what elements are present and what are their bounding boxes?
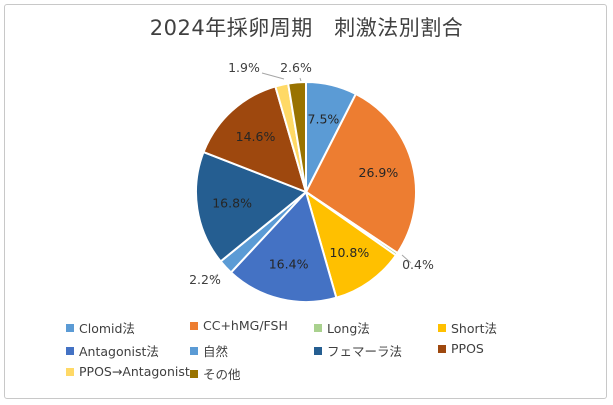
legend-item-natural: 自然 [190, 341, 228, 360]
chart-title: 2024年採卵周期 刺激法別割合 [149, 16, 464, 40]
data-label-ppos-antagonist: 1.9% [228, 60, 260, 75]
data-label-short: 10.8% [330, 245, 370, 260]
legend-swatch [66, 323, 74, 332]
legend-item-long: Long法 [314, 318, 370, 337]
legend-label: その他 [203, 367, 241, 382]
legend-label: Long法 [327, 321, 370, 336]
legend-swatch [66, 346, 74, 355]
legend-label: CC+hMG/FSH [203, 318, 288, 333]
pie-slice-antagonist [229, 190, 338, 303]
leader-line-ppos-antagonist [261, 72, 285, 80]
data-label-natural: 2.2% [189, 272, 221, 287]
legend-item-ppos-antagonist: PPOS→Antagonist [66, 364, 190, 379]
legend-label: PPOS→Antagonist [79, 364, 190, 379]
legend-label: 自然 [203, 344, 229, 359]
legend-row: PPOS→Antagonist その他 [66, 364, 606, 387]
data-label-long: 0.4% [402, 257, 434, 272]
legend-label: Short法 [451, 321, 498, 336]
legend-swatch [314, 346, 322, 355]
legend-label: PPOS [451, 341, 484, 356]
leader-line-other [299, 77, 302, 82]
pie-slice-cc-hmg-fsh [304, 92, 417, 255]
legend-swatch [190, 346, 198, 355]
legend-swatch [66, 367, 74, 376]
legend-swatch [438, 323, 446, 332]
data-label-femara: 16.8% [212, 196, 252, 211]
pie-slice-other [286, 80, 307, 193]
legend-label: Antagonist法 [79, 344, 159, 359]
legend-item-cc-hmg-fsh: CC+hMG/FSH [190, 318, 288, 333]
legend-row: Clomid法 CC+hMG/FSH Long法 Short法 [66, 318, 606, 341]
legend: Clomid法 CC+hMG/FSH Long法 Short法 Antagoni… [66, 318, 606, 387]
data-label-ppos: 14.6% [236, 129, 276, 144]
data-label-other: 2.6% [280, 60, 312, 75]
legend-swatch [314, 323, 322, 332]
legend-label: Clomid法 [79, 321, 135, 336]
pie-slice-femara [195, 150, 308, 263]
pie-slice-short [304, 189, 398, 299]
data-label-cc-hmg-fsh: 26.9% [359, 165, 399, 180]
legend-item-ppos: PPOS [438, 341, 484, 356]
leader-line-long [401, 254, 412, 264]
pie-slice-ppos [202, 85, 308, 194]
legend-label: フェマーラ法 [327, 344, 403, 359]
legend-item-femara: フェマーラ法 [314, 341, 402, 360]
data-label-clomid: 7.5% [308, 111, 340, 126]
legend-swatch [190, 369, 198, 378]
legend-item-other: その他 [190, 364, 241, 383]
data-label-antagonist: 16.4% [269, 257, 309, 272]
legend-item-antagonist: Antagonist法 [66, 341, 159, 360]
legend-item-short: Short法 [438, 318, 497, 337]
legend-swatch [190, 321, 198, 330]
legend-row: Antagonist法 自然 フェマーラ法 PPOS [66, 341, 606, 364]
legend-item-clomid: Clomid法 [66, 318, 135, 337]
legend-swatch [438, 344, 446, 353]
leader-line-natural [210, 273, 219, 281]
